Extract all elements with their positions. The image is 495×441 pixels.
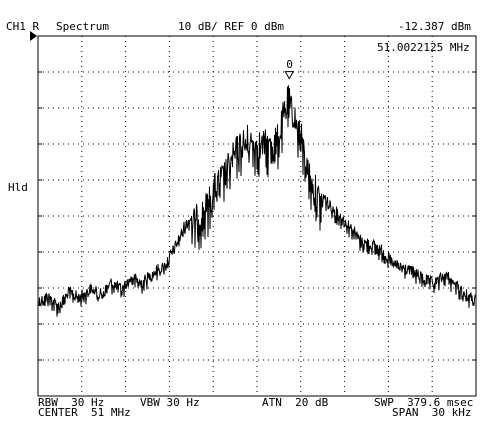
marker-frequency-readout: 51.0022125 MHz	[377, 41, 470, 54]
spectrum-trace	[38, 85, 476, 317]
sweep-time-readout: SWP 379.6 msec	[374, 396, 474, 409]
marker-label: 0	[286, 58, 293, 71]
span-readout: SPAN 30 kHz	[392, 406, 472, 419]
hold-indicator: Hld	[8, 181, 28, 194]
rbw-readout: RBW 30 Hz	[38, 396, 105, 409]
vbw-readout: VBW 30 Hz	[140, 396, 200, 409]
attenuation-readout: ATN 20 dB	[262, 396, 329, 409]
mode-label: Spectrum	[56, 20, 109, 33]
active-trace-arrow-icon	[30, 31, 37, 41]
center-frequency-readout: CENTER 51 MHz	[38, 406, 131, 419]
scale-label: 10 dB/ REF 0 dBm	[178, 20, 284, 33]
marker-level-readout: -12.387 dBm	[398, 20, 471, 33]
graticule-ticks	[38, 71, 476, 361]
marker-triangle-icon	[284, 71, 295, 80]
graticule-grid	[38, 36, 476, 396]
channel-label: CH1 R	[6, 20, 40, 33]
